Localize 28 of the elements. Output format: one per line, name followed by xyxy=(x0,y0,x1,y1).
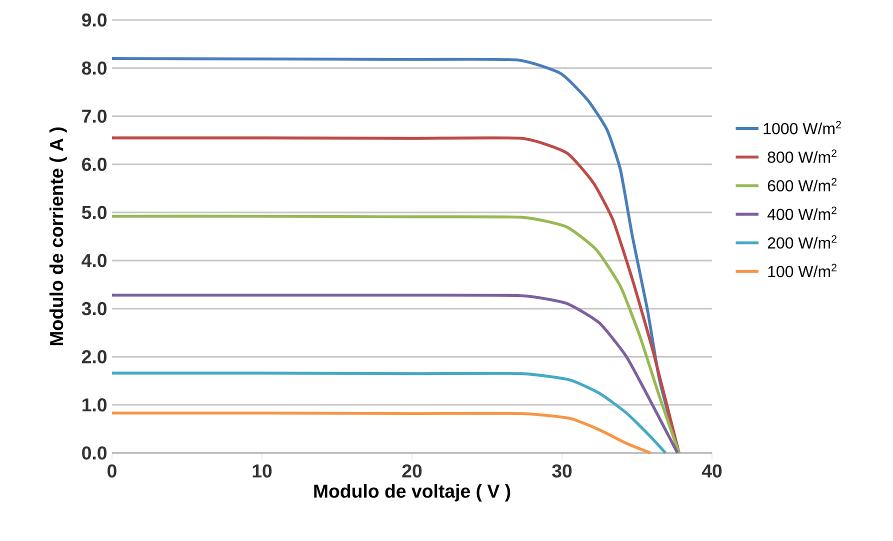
y-tick-label: 9.0 xyxy=(82,13,107,27)
x-tick-label: 10 xyxy=(252,464,272,478)
y-tick-label: 4.0 xyxy=(82,254,107,268)
y-axis-title: Modulo de corriente ( A ) xyxy=(49,127,67,346)
y-tick-label: 3.0 xyxy=(82,302,107,316)
line-series xyxy=(110,136,680,454)
legend-label: 600 W/m$^{2}$ xyxy=(768,178,836,192)
x-tick-label: 0 xyxy=(108,464,116,478)
x-tick-label: 20 xyxy=(402,464,422,478)
y-tick-label: 6.0 xyxy=(82,158,107,171)
y-tick-label: 5.0 xyxy=(82,206,107,220)
y-tick-label: 7.0 xyxy=(82,110,107,123)
x-axis-title: Modulo de voltaje ( V ) xyxy=(314,484,510,502)
x-tick-label: 30 xyxy=(552,464,572,478)
y-tick-label: 1.0 xyxy=(82,398,107,412)
line-series xyxy=(110,412,652,454)
legend-label: 100 W/m$^{2}$ xyxy=(768,264,836,278)
x-tick-label: 40 xyxy=(702,464,722,478)
legend-label: 800 W/m$^{2}$ xyxy=(768,149,836,163)
legend-label: 400 W/m$^{2}$ xyxy=(767,206,836,220)
y-tick-label: 0.0 xyxy=(82,446,107,460)
y-tick-label: 2.0 xyxy=(82,350,107,364)
line-series xyxy=(110,214,680,454)
line-series xyxy=(110,372,667,454)
legend-label: 200 W/m$^{2}$ xyxy=(768,235,836,249)
y-tick-label: 8.0 xyxy=(82,61,107,75)
legend-label: 1000 W/m$^{2}$ xyxy=(764,120,841,134)
line-series xyxy=(110,294,679,454)
